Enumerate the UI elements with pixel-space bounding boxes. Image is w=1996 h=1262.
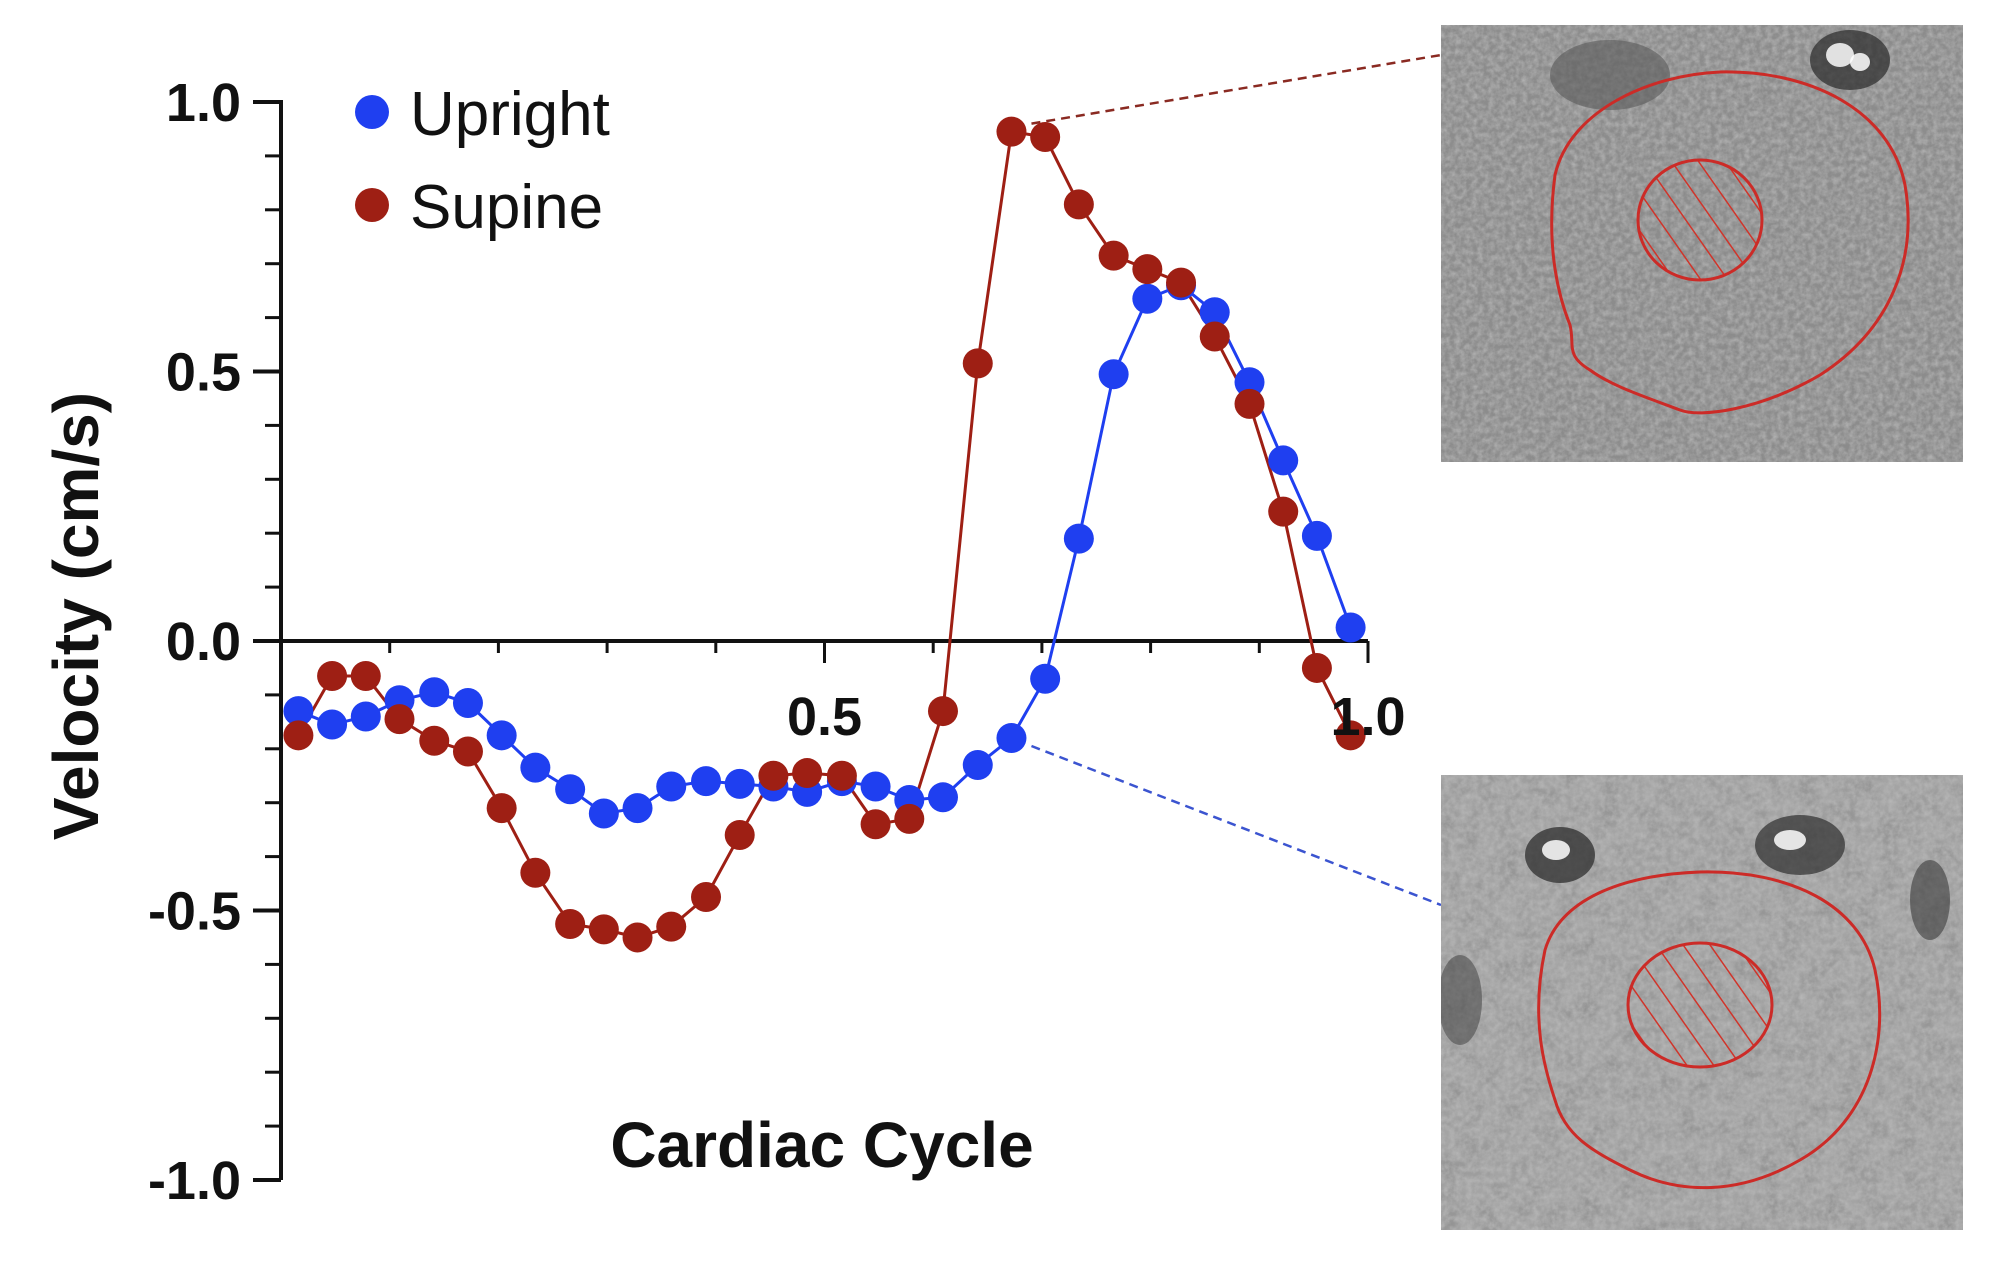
upright-data-point bbox=[1301, 520, 1332, 551]
upright-data-point bbox=[860, 771, 891, 802]
supine-data-point bbox=[860, 809, 891, 840]
upright-data-point bbox=[486, 720, 517, 751]
upright-data-point bbox=[622, 793, 653, 824]
supine-data-point bbox=[1030, 122, 1061, 153]
axes bbox=[253, 100, 1370, 1182]
supine-data-point bbox=[384, 704, 415, 735]
supine-data-point bbox=[656, 911, 687, 942]
y-tick-label: -0.5 bbox=[148, 882, 241, 942]
upright-data-point bbox=[1268, 445, 1299, 476]
supine-data-point bbox=[792, 758, 823, 789]
upright-data-point bbox=[1098, 359, 1129, 390]
y-axis-title: Velocity (cm/s) bbox=[40, 392, 112, 840]
upright-data-point bbox=[996, 723, 1027, 754]
upright-data-point bbox=[317, 709, 348, 740]
supine-data-point bbox=[1132, 254, 1163, 285]
tick-labels: 1.0 0.5 0.0 -0.5 -1.0 0.5 1.0 bbox=[148, 73, 1406, 1211]
supine-data-point bbox=[622, 922, 653, 953]
supine-data-point bbox=[419, 725, 450, 756]
upright-data-point bbox=[1063, 523, 1094, 554]
supine-data-point bbox=[486, 793, 517, 824]
upright-inset-connector bbox=[1031, 744, 1442, 907]
supine-inset-connector bbox=[1031, 53, 1442, 125]
supine-data-point bbox=[1335, 720, 1366, 751]
upright-cross-section-image bbox=[1441, 775, 1963, 1230]
x-tick-label: 1.0 bbox=[1330, 687, 1405, 747]
supine-data-point bbox=[555, 908, 586, 939]
legend-label-upright: Upright bbox=[410, 80, 610, 149]
upright-data-point bbox=[283, 696, 314, 727]
supine-data-point bbox=[724, 820, 755, 851]
supine-data-point bbox=[1268, 496, 1299, 527]
upright-data-point bbox=[1234, 367, 1265, 398]
supine-data-point bbox=[1234, 388, 1265, 419]
supine-data-point bbox=[350, 661, 381, 692]
series-layer bbox=[283, 116, 1366, 953]
supine-series-line bbox=[297, 129, 1352, 940]
legend-marker-upright bbox=[355, 95, 389, 129]
upright-data-point bbox=[419, 677, 450, 708]
x-tick-label: 0.5 bbox=[787, 687, 862, 747]
upright-data-point bbox=[452, 687, 483, 718]
upright-data-point bbox=[1132, 283, 1163, 314]
supine-data-point bbox=[1166, 267, 1197, 298]
upright-data-point bbox=[656, 771, 687, 802]
supine-data-point bbox=[1301, 652, 1332, 683]
supine-data-point bbox=[894, 803, 925, 834]
upright-data-point bbox=[1030, 663, 1061, 694]
supine-data-point bbox=[758, 760, 789, 791]
y-tick-label: 1.0 bbox=[166, 73, 241, 133]
upright-data-point bbox=[927, 782, 958, 813]
y-tick-label: 0.5 bbox=[166, 343, 241, 403]
supine-data-point bbox=[588, 914, 619, 945]
y-tick-label: -1.0 bbox=[148, 1151, 241, 1211]
supine-data-point bbox=[452, 736, 483, 767]
supine-data-point bbox=[317, 661, 348, 692]
upright-data-point bbox=[555, 774, 586, 805]
upright-data-point bbox=[1335, 612, 1366, 643]
supine-cross-section-image bbox=[1441, 25, 1963, 462]
supine-data-point bbox=[691, 882, 722, 913]
supine-data-point bbox=[1098, 240, 1129, 271]
inset-connectors bbox=[1031, 53, 1442, 907]
upright-data-point bbox=[1199, 297, 1230, 328]
supine-data-point bbox=[927, 696, 958, 727]
upright-data-point bbox=[724, 768, 755, 799]
upright-data-point bbox=[520, 752, 551, 783]
supine-data-point bbox=[1063, 189, 1094, 220]
supine-data-point bbox=[826, 760, 857, 791]
supine-data-point bbox=[996, 116, 1027, 147]
legend-label-supine: Supine bbox=[410, 173, 603, 242]
supine-data-point bbox=[520, 857, 551, 888]
legend: Upright Supine bbox=[355, 80, 610, 242]
upright-data-point bbox=[588, 798, 619, 829]
upright-data-point bbox=[962, 749, 993, 780]
upright-data-point bbox=[350, 701, 381, 732]
y-tick-label: 0.0 bbox=[166, 612, 241, 672]
legend-marker-supine bbox=[355, 188, 389, 222]
x-axis-title: Cardiac Cycle bbox=[610, 1109, 1033, 1181]
supine-data-point bbox=[283, 720, 314, 751]
supine-data-point bbox=[1199, 321, 1230, 352]
upright-data-point bbox=[691, 766, 722, 797]
supine-data-point bbox=[962, 348, 993, 379]
